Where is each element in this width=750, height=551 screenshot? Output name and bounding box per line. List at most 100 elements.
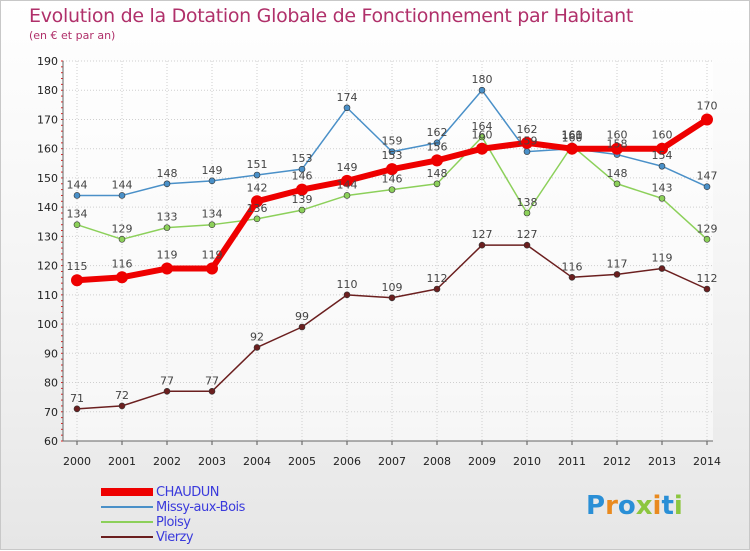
data-label: 116 bbox=[112, 257, 133, 270]
data-point bbox=[296, 183, 308, 196]
data-point bbox=[118, 402, 126, 410]
x-tick-label: 2012 bbox=[603, 455, 631, 468]
logo-letter: x bbox=[635, 491, 653, 521]
data-point bbox=[118, 236, 126, 243]
data-point bbox=[613, 180, 621, 188]
data-point bbox=[388, 186, 396, 193]
data-label: 134 bbox=[202, 208, 223, 221]
data-label: 72 bbox=[115, 389, 129, 402]
data-label: 151 bbox=[247, 158, 268, 171]
data-label: 160 bbox=[607, 129, 628, 142]
y-tick-label: 100 bbox=[37, 318, 58, 331]
data-label: 154 bbox=[652, 149, 673, 162]
data-point bbox=[208, 177, 216, 185]
data-point bbox=[298, 165, 306, 173]
data-label: 119 bbox=[652, 252, 673, 265]
legend-item: Vierzy bbox=[101, 530, 321, 545]
data-point bbox=[433, 180, 441, 188]
data-point bbox=[116, 271, 128, 284]
logo-letter: i bbox=[652, 491, 662, 521]
data-label: 148 bbox=[157, 167, 178, 180]
data-label: 139 bbox=[292, 193, 313, 206]
data-label: 110 bbox=[337, 278, 358, 291]
legend-label: CHAUDUN bbox=[156, 485, 220, 500]
data-label: 162 bbox=[517, 123, 538, 136]
data-label: 160 bbox=[652, 129, 673, 142]
data-label: 119 bbox=[157, 249, 178, 262]
data-point bbox=[523, 148, 531, 155]
data-point bbox=[73, 221, 81, 228]
plot-area bbox=[63, 61, 713, 441]
data-label: 153 bbox=[292, 152, 313, 165]
data-point bbox=[343, 291, 351, 299]
data-label: 158 bbox=[607, 138, 628, 151]
data-label: 117 bbox=[607, 257, 628, 270]
data-label: 144 bbox=[337, 178, 358, 191]
y-tick-label: 180 bbox=[37, 84, 58, 97]
data-point bbox=[566, 142, 578, 155]
y-tick-label: 70 bbox=[44, 406, 58, 419]
data-point bbox=[611, 142, 623, 155]
data-label: 112 bbox=[427, 272, 448, 285]
x-tick-label: 2005 bbox=[288, 455, 316, 468]
data-point bbox=[433, 139, 441, 147]
data-label: 99 bbox=[295, 310, 309, 323]
x-tick-label: 2009 bbox=[468, 455, 496, 468]
data-point bbox=[206, 262, 218, 275]
data-point bbox=[388, 148, 396, 155]
data-label: 146 bbox=[382, 173, 403, 186]
data-label: 115 bbox=[67, 260, 88, 273]
y-tick-label: 80 bbox=[44, 377, 58, 390]
data-label: 153 bbox=[382, 149, 403, 162]
data-label: 159 bbox=[517, 135, 538, 148]
data-label: 71 bbox=[70, 392, 84, 405]
data-point bbox=[253, 171, 261, 179]
logo-letter: P bbox=[586, 491, 606, 521]
legend-label: Ploisy bbox=[156, 515, 191, 530]
data-label: 148 bbox=[427, 167, 448, 180]
legend-swatch bbox=[101, 521, 153, 523]
data-point bbox=[478, 241, 486, 249]
data-label: 127 bbox=[472, 228, 493, 241]
x-tick-label: 2001 bbox=[108, 455, 136, 468]
data-point bbox=[386, 163, 398, 176]
data-label: 112 bbox=[697, 272, 718, 285]
data-point bbox=[478, 86, 486, 94]
x-tick-label: 2003 bbox=[198, 455, 226, 468]
x-tick-label: 2007 bbox=[378, 455, 406, 468]
chart-subtitle: (en € et par an) bbox=[29, 29, 116, 42]
data-point bbox=[163, 180, 171, 188]
data-point bbox=[163, 388, 171, 395]
chart-title: Evolution de la Dotation Globale de Fonc… bbox=[29, 5, 634, 27]
data-label: 144 bbox=[112, 178, 133, 191]
proxiti-logo: Proxiti bbox=[586, 491, 683, 521]
y-tick-label: 90 bbox=[44, 347, 58, 360]
x-tick-label: 2008 bbox=[423, 455, 451, 468]
data-point bbox=[521, 136, 533, 149]
data-label: 143 bbox=[652, 181, 673, 194]
data-label: 142 bbox=[247, 181, 268, 194]
x-tick-label: 2010 bbox=[513, 455, 541, 468]
data-label: 159 bbox=[382, 135, 403, 148]
data-point bbox=[658, 195, 666, 202]
y-tick-label: 110 bbox=[37, 289, 58, 302]
data-point bbox=[343, 192, 351, 199]
legend: CHAUDUN Missy-aux-Bois Ploisy Vierzy bbox=[101, 485, 321, 545]
data-point bbox=[523, 241, 531, 249]
x-tick-label: 2006 bbox=[333, 455, 361, 468]
data-label: 136 bbox=[247, 202, 268, 215]
x-tick-label: 2004 bbox=[243, 455, 271, 468]
data-point bbox=[71, 274, 83, 287]
data-point bbox=[703, 285, 711, 293]
data-point bbox=[73, 405, 81, 413]
data-point bbox=[343, 104, 351, 112]
y-tick-label: 140 bbox=[37, 201, 58, 214]
logo-letter: t bbox=[661, 491, 674, 521]
legend-swatch bbox=[101, 488, 153, 496]
y-tick-label: 160 bbox=[37, 143, 58, 156]
legend-label: Vierzy bbox=[156, 530, 194, 545]
x-tick-label: 2013 bbox=[648, 455, 676, 468]
data-point bbox=[433, 285, 441, 293]
